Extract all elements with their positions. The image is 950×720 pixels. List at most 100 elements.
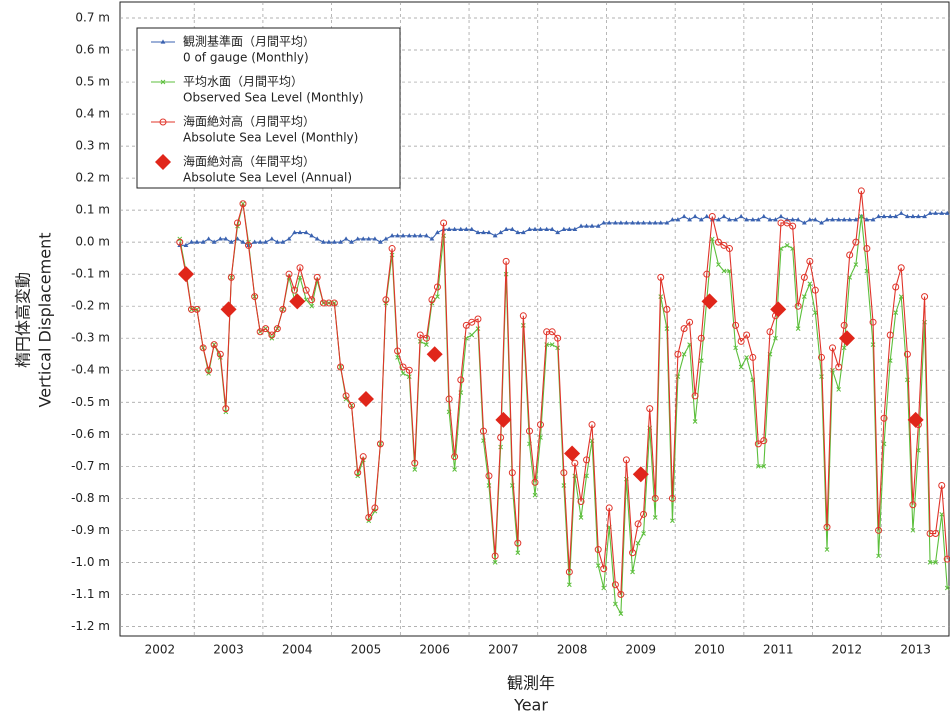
point [342,392,350,400]
point [612,220,618,225]
point [474,315,482,323]
point [927,560,933,565]
point [457,376,465,384]
point [721,268,727,274]
point [292,229,297,235]
point [206,236,212,241]
legend-label: 海面絶対高（年間平均） [183,154,315,169]
point [211,239,217,244]
point [840,321,848,329]
point [859,214,864,219]
point [440,219,448,227]
x-tick-label: 2006 [419,643,450,657]
point [629,549,637,557]
point [863,245,871,253]
point [492,233,498,238]
point [244,241,252,249]
point [841,217,847,222]
point [893,213,899,219]
point [566,226,572,231]
point [744,217,750,222]
point [497,433,505,441]
point [544,226,550,231]
point [819,220,824,225]
point [308,296,316,304]
point [383,236,389,241]
point [595,223,601,228]
point [394,347,402,355]
point [857,187,865,195]
point [520,229,526,235]
point [411,459,419,467]
point [652,515,658,520]
point [789,222,797,230]
point [486,229,492,235]
point [806,257,814,265]
point [800,273,808,281]
point [754,440,762,448]
point [536,421,544,429]
point [818,353,826,361]
point [703,270,711,278]
point [933,560,938,565]
point [733,217,739,222]
point [601,585,607,591]
point [761,213,767,219]
point [526,427,534,435]
point [836,387,842,392]
point [543,328,551,336]
point [943,555,950,563]
point [274,239,280,244]
point [412,233,418,238]
point [205,366,213,374]
point [256,328,264,336]
point [365,514,373,522]
point [664,326,670,331]
point [349,239,354,244]
point [406,233,412,238]
y-tick-label: -0.7 m [71,459,110,473]
point [692,419,698,424]
point [910,213,916,219]
point [286,236,292,241]
point [297,229,303,235]
point [399,363,407,371]
point [183,242,189,247]
point [571,459,579,467]
point [554,334,562,342]
point [498,229,504,235]
point [199,344,207,352]
point [435,294,440,299]
point [824,547,830,552]
grid [120,2,950,636]
point [744,355,749,360]
point [790,217,796,222]
y-tick-label: -0.5 m [71,395,110,409]
legend-marker [159,118,167,126]
legend-label: 海面絶対高（月間平均） [183,114,315,129]
point [262,325,270,333]
point [770,301,787,318]
point [378,239,383,244]
point [716,262,721,267]
point [635,220,641,225]
y-tick-label: -0.9 m [71,523,110,537]
point [905,213,910,219]
point [348,401,356,409]
point [823,523,831,531]
point [830,217,835,222]
point [548,328,556,336]
legend-label: Absolute Sea Level (Annual) [183,171,352,185]
point [475,229,481,235]
point [681,213,687,219]
point [412,467,418,472]
point [794,302,802,310]
point [509,226,515,231]
x-axis-title: 観測年 [507,674,555,693]
point [400,233,406,238]
point [773,335,778,341]
point [343,236,349,241]
point [303,229,309,235]
point [424,233,429,238]
x-tick-label: 2002 [145,643,176,657]
